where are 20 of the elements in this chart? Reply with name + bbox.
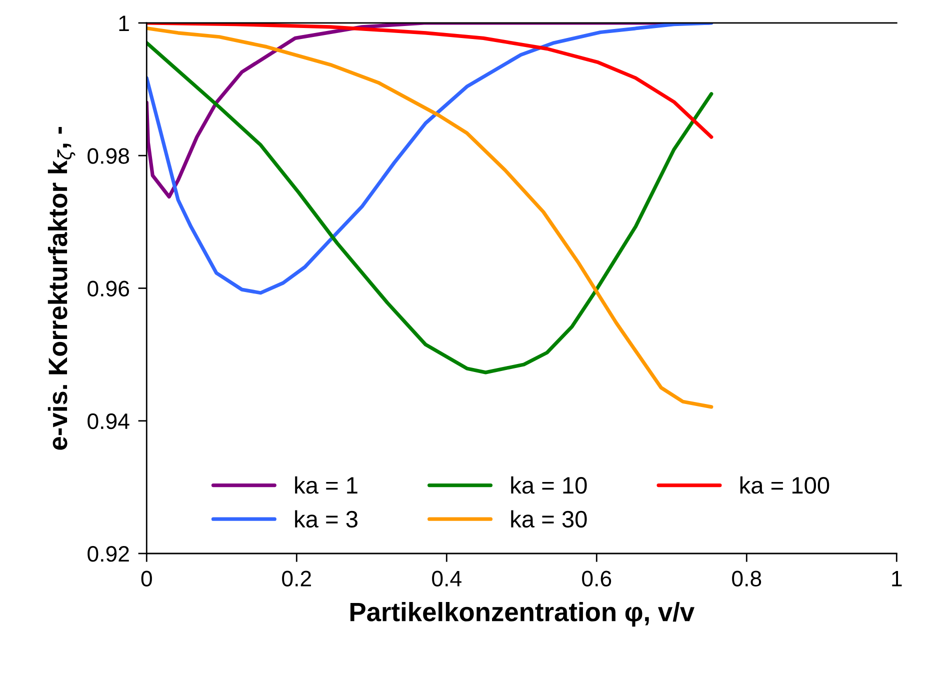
legend-label: ka = 3 <box>295 510 358 528</box>
legend-label: ka = 30 <box>511 510 587 528</box>
x-axis-title: Partikelkonzentration φ, v/v <box>350 602 694 627</box>
line-series <box>146 22 714 295</box>
x-tick-label: 0.8 <box>732 570 762 586</box>
x-tick-label: 0 <box>141 570 152 586</box>
line-series <box>146 22 714 139</box>
y-tick-label: 0.94 <box>88 413 130 430</box>
x-tick-label: 0.2 <box>282 570 311 586</box>
y-tick-label: 0.98 <box>88 148 130 164</box>
y-tick-label: 1 <box>119 16 129 31</box>
legend-label: ka = 10 <box>511 476 587 494</box>
x-tick-label: 0.4 <box>432 570 462 586</box>
y-axis-title: e-vis. Korrekturfaktor k$_{ζ}$, - <box>48 126 76 450</box>
y-tick-label: 0.92 <box>88 546 129 562</box>
legend-label: ka = 100 <box>740 476 830 494</box>
legend-label: ka = 1 <box>295 476 358 494</box>
x-tick-label: 1 <box>892 570 902 586</box>
x-tick-label: 0.6 <box>582 570 612 586</box>
y-tick-label: 0.96 <box>88 280 129 296</box>
